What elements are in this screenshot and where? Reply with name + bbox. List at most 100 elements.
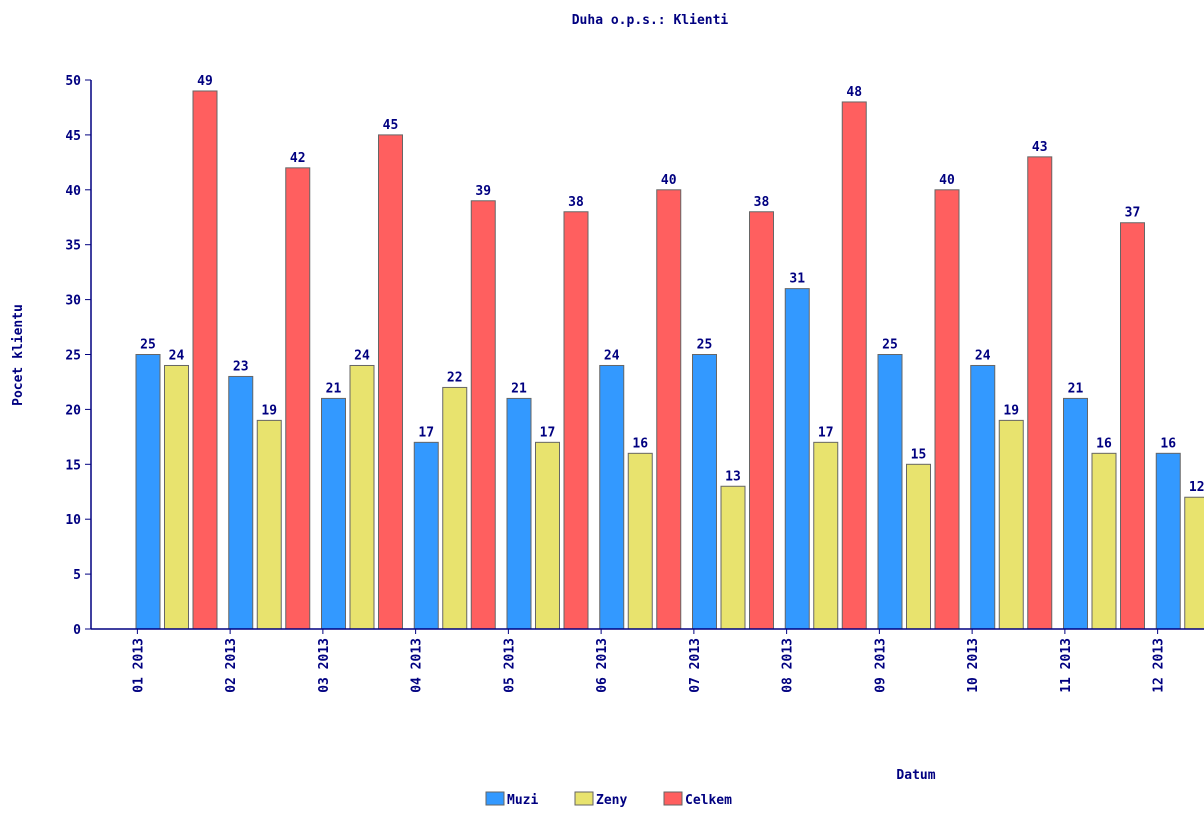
plot-area: 0 5 10 15 20 25 30 35 40 45 50 25 23 21 17 21 24 25 31 25 24… [65, 74, 1204, 693]
data-label: 21 [326, 381, 342, 396]
y-tick-label: 10 [65, 513, 81, 528]
bar-celkem [656, 189, 682, 630]
bar-muzi [506, 397, 532, 630]
x-tick-label: 09 2013 [873, 638, 888, 693]
data-label: 12 [1189, 480, 1204, 495]
data-label: 21 [1068, 381, 1084, 396]
y-tick-label: 30 [65, 294, 81, 309]
bar-muzi [599, 364, 625, 630]
legend-label: Zeny [596, 793, 627, 808]
y-tick-label: 40 [65, 184, 81, 199]
bar-muzi [692, 354, 717, 630]
legend: Muzi Zeny Celkem [485, 791, 732, 808]
bar-zeny [906, 463, 931, 630]
bar-zeny [256, 419, 282, 630]
y-tick-label: 25 [65, 349, 81, 364]
bar-muzi [228, 375, 254, 630]
bar-celkem [841, 101, 867, 630]
bar-muzi [413, 441, 439, 630]
data-label: 25 [882, 338, 898, 353]
bar-zeny [164, 364, 189, 630]
data-label: 24 [169, 348, 185, 363]
data-label: 22 [447, 370, 463, 385]
legend-item-celkem: Celkem [663, 791, 732, 808]
legend-item-muzi: Muzi [485, 791, 538, 808]
y-tick-label: 15 [65, 458, 81, 473]
data-label: 16 [1096, 436, 1112, 451]
bar-celkem [563, 211, 589, 630]
y-tick-label: 50 [65, 74, 81, 89]
bar-celkem [470, 200, 496, 630]
bar-zeny [349, 364, 375, 630]
bar-zeny [813, 441, 839, 630]
bar-celkem [749, 211, 774, 630]
bar-muzi [784, 288, 810, 630]
bar-zeny [442, 386, 468, 630]
x-tick-label: 07 2013 [688, 638, 703, 693]
data-label: 40 [661, 173, 677, 188]
bar-celkem [378, 134, 403, 630]
legend-item-zeny: Zeny [574, 791, 627, 808]
data-label: 19 [1003, 403, 1019, 418]
data-label: 37 [1125, 206, 1141, 221]
data-label: 40 [939, 173, 955, 188]
data-label: 15 [911, 447, 927, 462]
data-label: 17 [540, 425, 556, 440]
x-tick-label: 04 2013 [410, 638, 425, 693]
x-tick-label: 11 2013 [1059, 638, 1074, 693]
data-label: 38 [754, 195, 770, 210]
data-label: 17 [418, 425, 434, 440]
data-label: 45 [383, 118, 399, 133]
data-label: 16 [1160, 436, 1176, 451]
data-label: 24 [975, 348, 991, 363]
bar-celkem [192, 90, 218, 630]
x-tick-label: 06 2013 [595, 638, 610, 693]
x-tick-label: 10 2013 [966, 638, 981, 693]
bar-muzi [1063, 397, 1088, 630]
data-label: 25 [140, 338, 156, 353]
data-label: 24 [354, 348, 370, 363]
data-label: 23 [233, 359, 249, 374]
x-tick-label: 05 2013 [502, 638, 517, 693]
bar-muzi [970, 364, 996, 630]
x-tick-label: 12 2013 [1152, 638, 1167, 693]
data-label: 31 [789, 272, 805, 287]
data-label: 17 [818, 425, 834, 440]
x-tick-label: 08 2013 [781, 638, 796, 693]
bar-zeny [627, 452, 653, 630]
x-tick-label: 01 2013 [131, 638, 146, 693]
y-tick-label: 5 [73, 568, 81, 583]
bar-celkem [1120, 222, 1145, 630]
x-tick-label: 02 2013 [224, 638, 239, 693]
data-label: 43 [1032, 140, 1048, 155]
data-label: 49 [197, 74, 213, 89]
y-axis-label: Pocet klientu [11, 304, 26, 406]
bar-zeny [535, 441, 560, 630]
data-label: 25 [697, 338, 713, 353]
bar-celkem [1027, 156, 1053, 630]
legend-swatch [485, 791, 505, 806]
bar-celkem [285, 167, 311, 630]
chart-title: Duha o.p.s.: Klienti [572, 13, 729, 28]
legend-label: Muzi [507, 793, 538, 808]
y-tick-label: 35 [65, 239, 81, 254]
bar-muzi [135, 354, 161, 630]
data-label: 38 [568, 195, 584, 210]
data-label: 19 [261, 403, 277, 418]
legend-swatch [663, 791, 683, 806]
legend-label: Celkem [685, 793, 732, 808]
data-label: 42 [290, 151, 306, 166]
data-label: 39 [475, 184, 491, 199]
data-label: 21 [511, 381, 527, 396]
bar-muzi [1155, 452, 1181, 630]
data-label: 16 [632, 436, 648, 451]
bar-muzi [321, 397, 346, 630]
bar-muzi [877, 354, 903, 630]
x-axis-label: Datum [896, 768, 935, 783]
bar-celkem [934, 189, 960, 630]
x-tick-label: 03 2013 [317, 638, 332, 693]
y-tick-label: 20 [65, 403, 81, 418]
data-label: 24 [604, 348, 620, 363]
